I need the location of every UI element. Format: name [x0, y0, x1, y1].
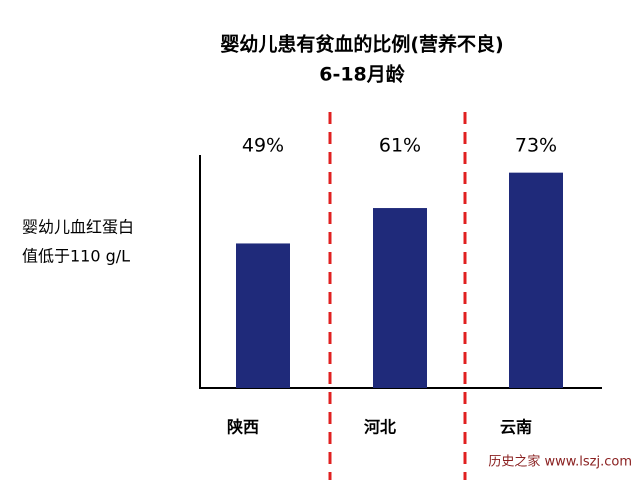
value-label: 73% — [515, 135, 557, 157]
bar — [236, 243, 290, 388]
y-axis-label: 婴幼儿血红蛋白 — [22, 218, 134, 237]
bar — [373, 208, 427, 388]
value-label: 61% — [379, 135, 421, 157]
chart-title: 婴幼儿患有贫血的比例(营养不良) — [220, 33, 503, 56]
chart-subtitle: 6-18月龄 — [319, 63, 406, 86]
bar — [509, 172, 563, 388]
x-tick-label: 云南 — [500, 418, 532, 437]
x-tick-label: 陕西 — [227, 418, 259, 437]
y-axis-label: 值低于110 g/L — [22, 247, 130, 266]
watermark: 历史之家 www.lszj.com — [488, 454, 632, 470]
value-label: 49% — [242, 135, 284, 157]
x-tick-label: 河北 — [364, 418, 396, 437]
